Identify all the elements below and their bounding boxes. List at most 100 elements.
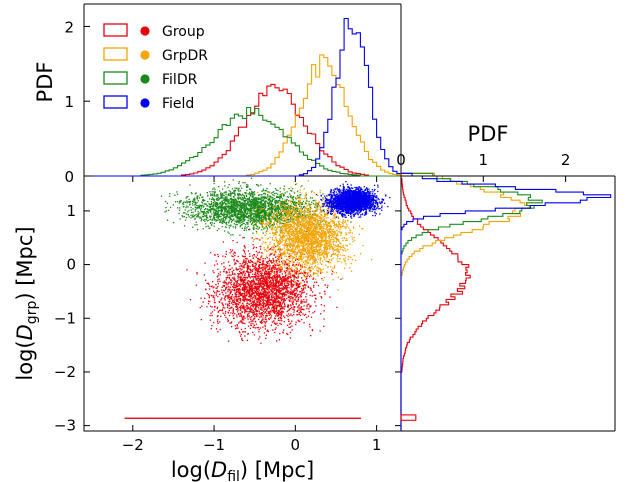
point-fildr xyxy=(265,211,267,213)
point-group xyxy=(265,275,267,277)
point-group xyxy=(240,294,242,296)
point-group xyxy=(239,298,242,300)
point-group xyxy=(266,286,268,288)
point-group xyxy=(282,278,284,280)
point-group xyxy=(255,273,257,275)
point-group xyxy=(309,305,311,307)
point-group xyxy=(308,323,311,326)
point-group xyxy=(258,286,260,288)
point-group xyxy=(259,267,261,269)
point-group xyxy=(269,277,271,279)
point-group xyxy=(253,262,255,264)
point-fildr xyxy=(268,195,271,197)
point-group xyxy=(236,269,239,271)
point-fildr xyxy=(302,200,305,202)
point-fildr xyxy=(217,199,219,202)
point-group xyxy=(300,301,302,303)
point-group xyxy=(258,293,260,295)
point-group xyxy=(272,279,274,281)
point-group xyxy=(280,293,282,295)
point-fildr xyxy=(281,203,283,205)
point-group xyxy=(217,253,219,256)
point-group xyxy=(300,294,302,296)
point-fildr xyxy=(270,215,272,218)
point-group xyxy=(274,285,276,287)
point-group xyxy=(246,303,248,305)
point-fildr xyxy=(200,204,202,207)
point-group xyxy=(272,299,275,301)
point-group xyxy=(289,291,291,293)
point-group xyxy=(257,306,260,308)
point-group xyxy=(237,291,239,293)
point-fildr xyxy=(247,199,249,201)
point-fildr xyxy=(287,196,290,198)
point-fildr xyxy=(230,193,232,196)
point-fildr xyxy=(227,212,229,214)
point-fildr xyxy=(269,201,271,203)
point-group xyxy=(264,296,266,298)
point-group xyxy=(213,286,215,288)
point-group xyxy=(297,277,299,279)
point-group xyxy=(295,273,298,275)
point-group xyxy=(296,268,298,270)
point-group xyxy=(265,287,268,290)
point-fildr xyxy=(317,220,319,222)
point-group xyxy=(265,303,267,306)
point-group xyxy=(275,307,277,309)
point-fildr xyxy=(243,229,245,231)
point-fildr xyxy=(272,204,274,206)
point-group xyxy=(215,292,217,294)
point-group xyxy=(241,287,244,289)
point-group xyxy=(189,299,192,301)
point-group xyxy=(247,271,249,273)
point-group xyxy=(245,304,248,307)
point-fildr xyxy=(243,205,246,208)
point-fildr xyxy=(224,196,226,198)
point-fildr xyxy=(290,200,292,203)
point-group xyxy=(303,271,305,273)
point-group xyxy=(269,311,271,313)
point-group xyxy=(256,293,258,296)
point-group xyxy=(224,296,226,298)
point-group xyxy=(323,310,325,312)
point-group xyxy=(237,298,239,300)
point-fildr xyxy=(198,207,200,209)
point-fildr xyxy=(217,207,220,209)
point-fildr xyxy=(228,207,230,209)
point-group xyxy=(261,298,263,301)
point-fildr xyxy=(215,219,217,221)
point-fildr xyxy=(240,224,243,226)
point-fildr xyxy=(268,199,270,201)
point-group xyxy=(258,308,260,310)
point-fildr xyxy=(239,220,242,222)
point-fildr xyxy=(194,193,197,195)
point-group xyxy=(252,297,254,299)
point-fildr xyxy=(179,207,181,209)
point-fildr xyxy=(263,212,265,214)
point-fildr xyxy=(294,197,297,199)
point-group xyxy=(295,272,297,274)
point-group xyxy=(271,270,273,272)
point-fildr xyxy=(269,206,271,208)
point-group xyxy=(285,291,287,293)
point-group xyxy=(278,260,280,262)
point-fildr xyxy=(201,204,203,206)
point-group xyxy=(209,301,211,303)
point-group xyxy=(277,276,279,278)
point-fildr xyxy=(246,201,249,203)
point-group xyxy=(260,285,262,287)
point-group xyxy=(258,259,260,261)
point-group xyxy=(274,278,276,280)
point-fildr xyxy=(237,194,239,196)
point-fildr xyxy=(244,208,247,210)
point-group xyxy=(244,253,246,255)
point-fildr xyxy=(249,199,251,201)
point-fildr xyxy=(230,201,232,204)
point-group xyxy=(256,290,259,293)
point-group xyxy=(268,297,270,299)
point-group xyxy=(264,273,266,276)
point-fildr xyxy=(224,198,227,201)
point-group xyxy=(262,266,264,268)
point-fildr xyxy=(239,205,242,207)
point-group xyxy=(249,277,252,279)
